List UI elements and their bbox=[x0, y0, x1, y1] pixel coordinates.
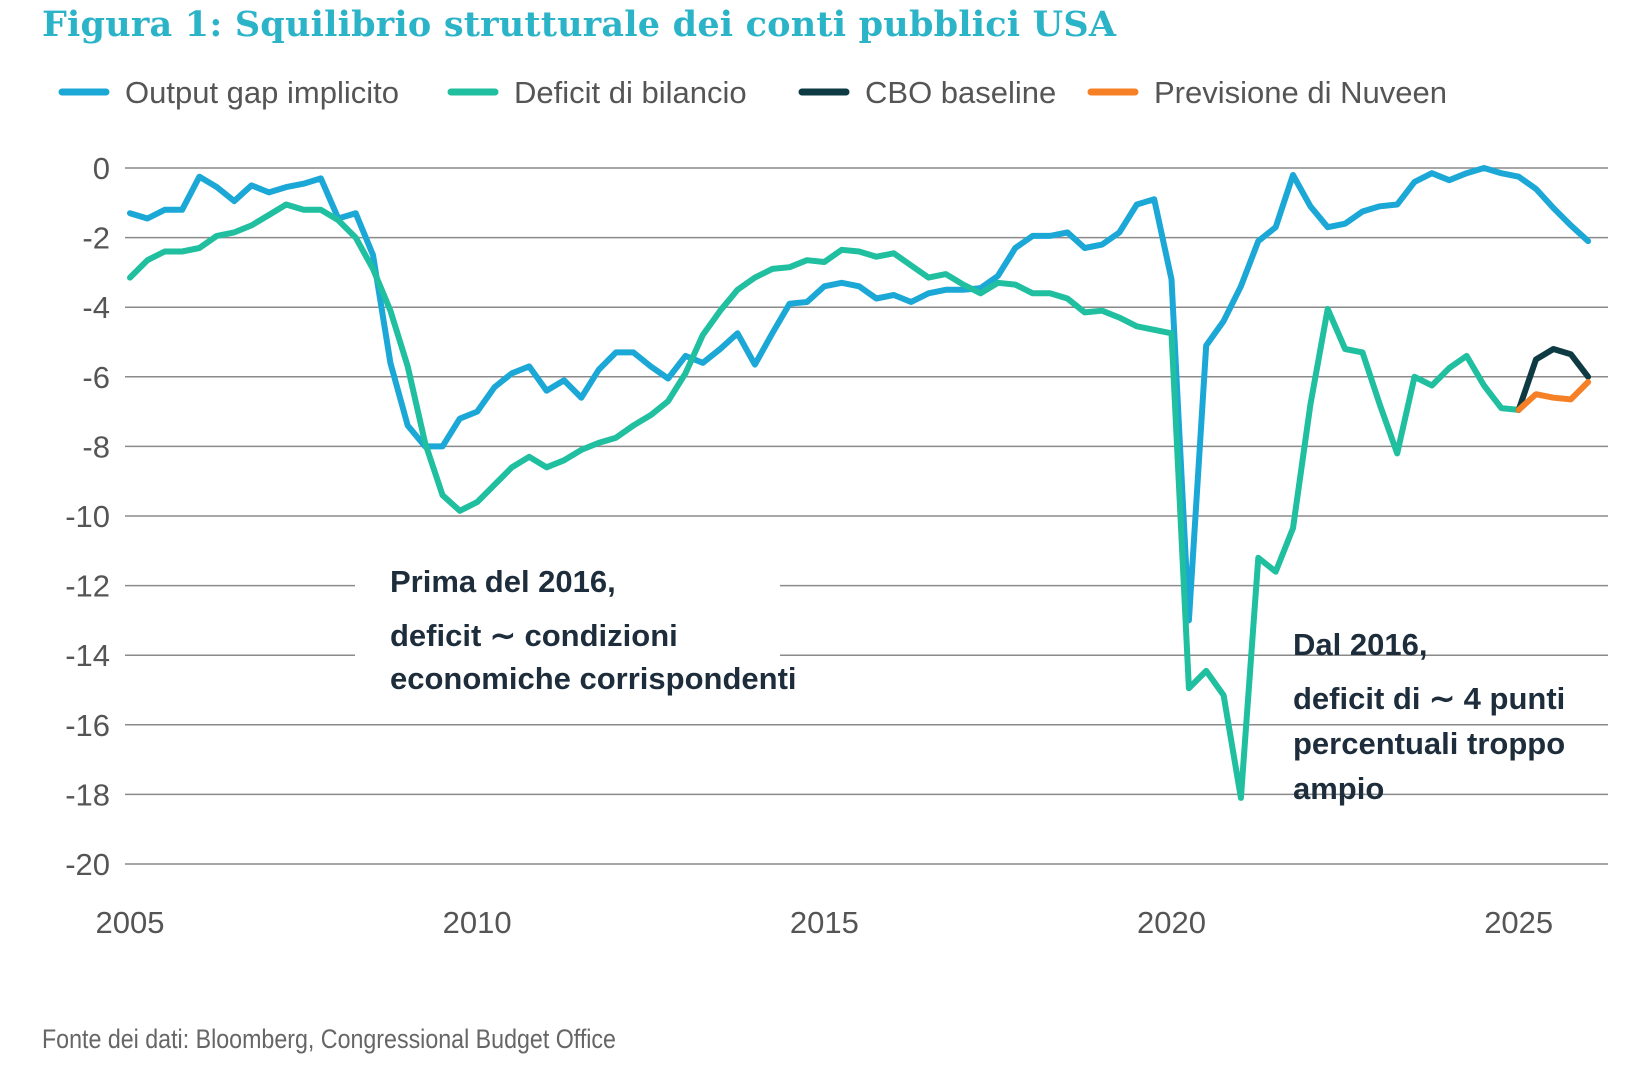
annotation-1-line-1: deficit di ∼ 4 punti bbox=[1293, 681, 1565, 716]
x-tick-label: 2020 bbox=[1137, 905, 1206, 940]
annotation-1-line-2: percentuali troppo bbox=[1293, 726, 1565, 761]
series-line-1 bbox=[127, 201, 1522, 801]
y-axis: 0 -2 -4 -6 -8 -10 -12 -14 -16 -18 -20 bbox=[65, 151, 110, 882]
annotation-0-line-0: Prima del 2016, bbox=[390, 564, 616, 599]
legend: Output gap implicito Deficit di bilancio C… bbox=[58, 75, 1447, 110]
series-line-3 bbox=[1515, 379, 1592, 413]
y-tick-label: -8 bbox=[82, 429, 110, 464]
x-tick-label: 2025 bbox=[1484, 905, 1553, 940]
y-tick-label: -4 bbox=[82, 290, 110, 325]
x-axis: 2005 2010 2015 2020 2025 bbox=[96, 905, 1554, 940]
annotation-0-line-2: economiche corrispondenti bbox=[390, 661, 797, 696]
annotation-1-line-3: ampio bbox=[1293, 771, 1384, 806]
x-tick-label: 2010 bbox=[443, 905, 512, 940]
x-tick-label: 2015 bbox=[790, 905, 859, 940]
y-tick-label: -20 bbox=[65, 847, 110, 882]
x-tick-label: 2005 bbox=[96, 905, 165, 940]
series bbox=[127, 165, 1592, 801]
y-tick-label: -6 bbox=[82, 360, 110, 395]
series-line-0 bbox=[127, 165, 1592, 624]
legend-label-1: Deficit di bilancio bbox=[514, 75, 747, 110]
series-line-2 bbox=[1515, 346, 1592, 413]
y-tick-label: -16 bbox=[65, 708, 110, 743]
y-tick-label: -18 bbox=[65, 777, 110, 812]
y-tick-label: 0 bbox=[93, 151, 110, 186]
y-tick-label: -10 bbox=[65, 499, 110, 534]
y-tick-label: -2 bbox=[82, 221, 110, 256]
source-note: Fonte dei dati: Bloomberg, Congressional… bbox=[42, 1024, 616, 1054]
grid bbox=[125, 167, 1608, 865]
annotations: Prima del 2016, deficit ∼ condizioni econo… bbox=[390, 564, 1565, 806]
y-tick-label: -14 bbox=[65, 638, 110, 673]
legend-label-3: Previsione di Nuveen bbox=[1154, 75, 1447, 110]
legend-label-0: Output gap implicito bbox=[125, 75, 399, 110]
annotation-1-line-0: Dal 2016, bbox=[1293, 627, 1427, 662]
legend-label-2: CBO baseline bbox=[865, 75, 1056, 110]
y-tick-label: -12 bbox=[65, 569, 110, 604]
chart-title: Figura 1: Squilibrio strutturale dei con… bbox=[42, 4, 1117, 45]
annotation-0-line-1: deficit ∼ condizioni bbox=[390, 618, 678, 653]
